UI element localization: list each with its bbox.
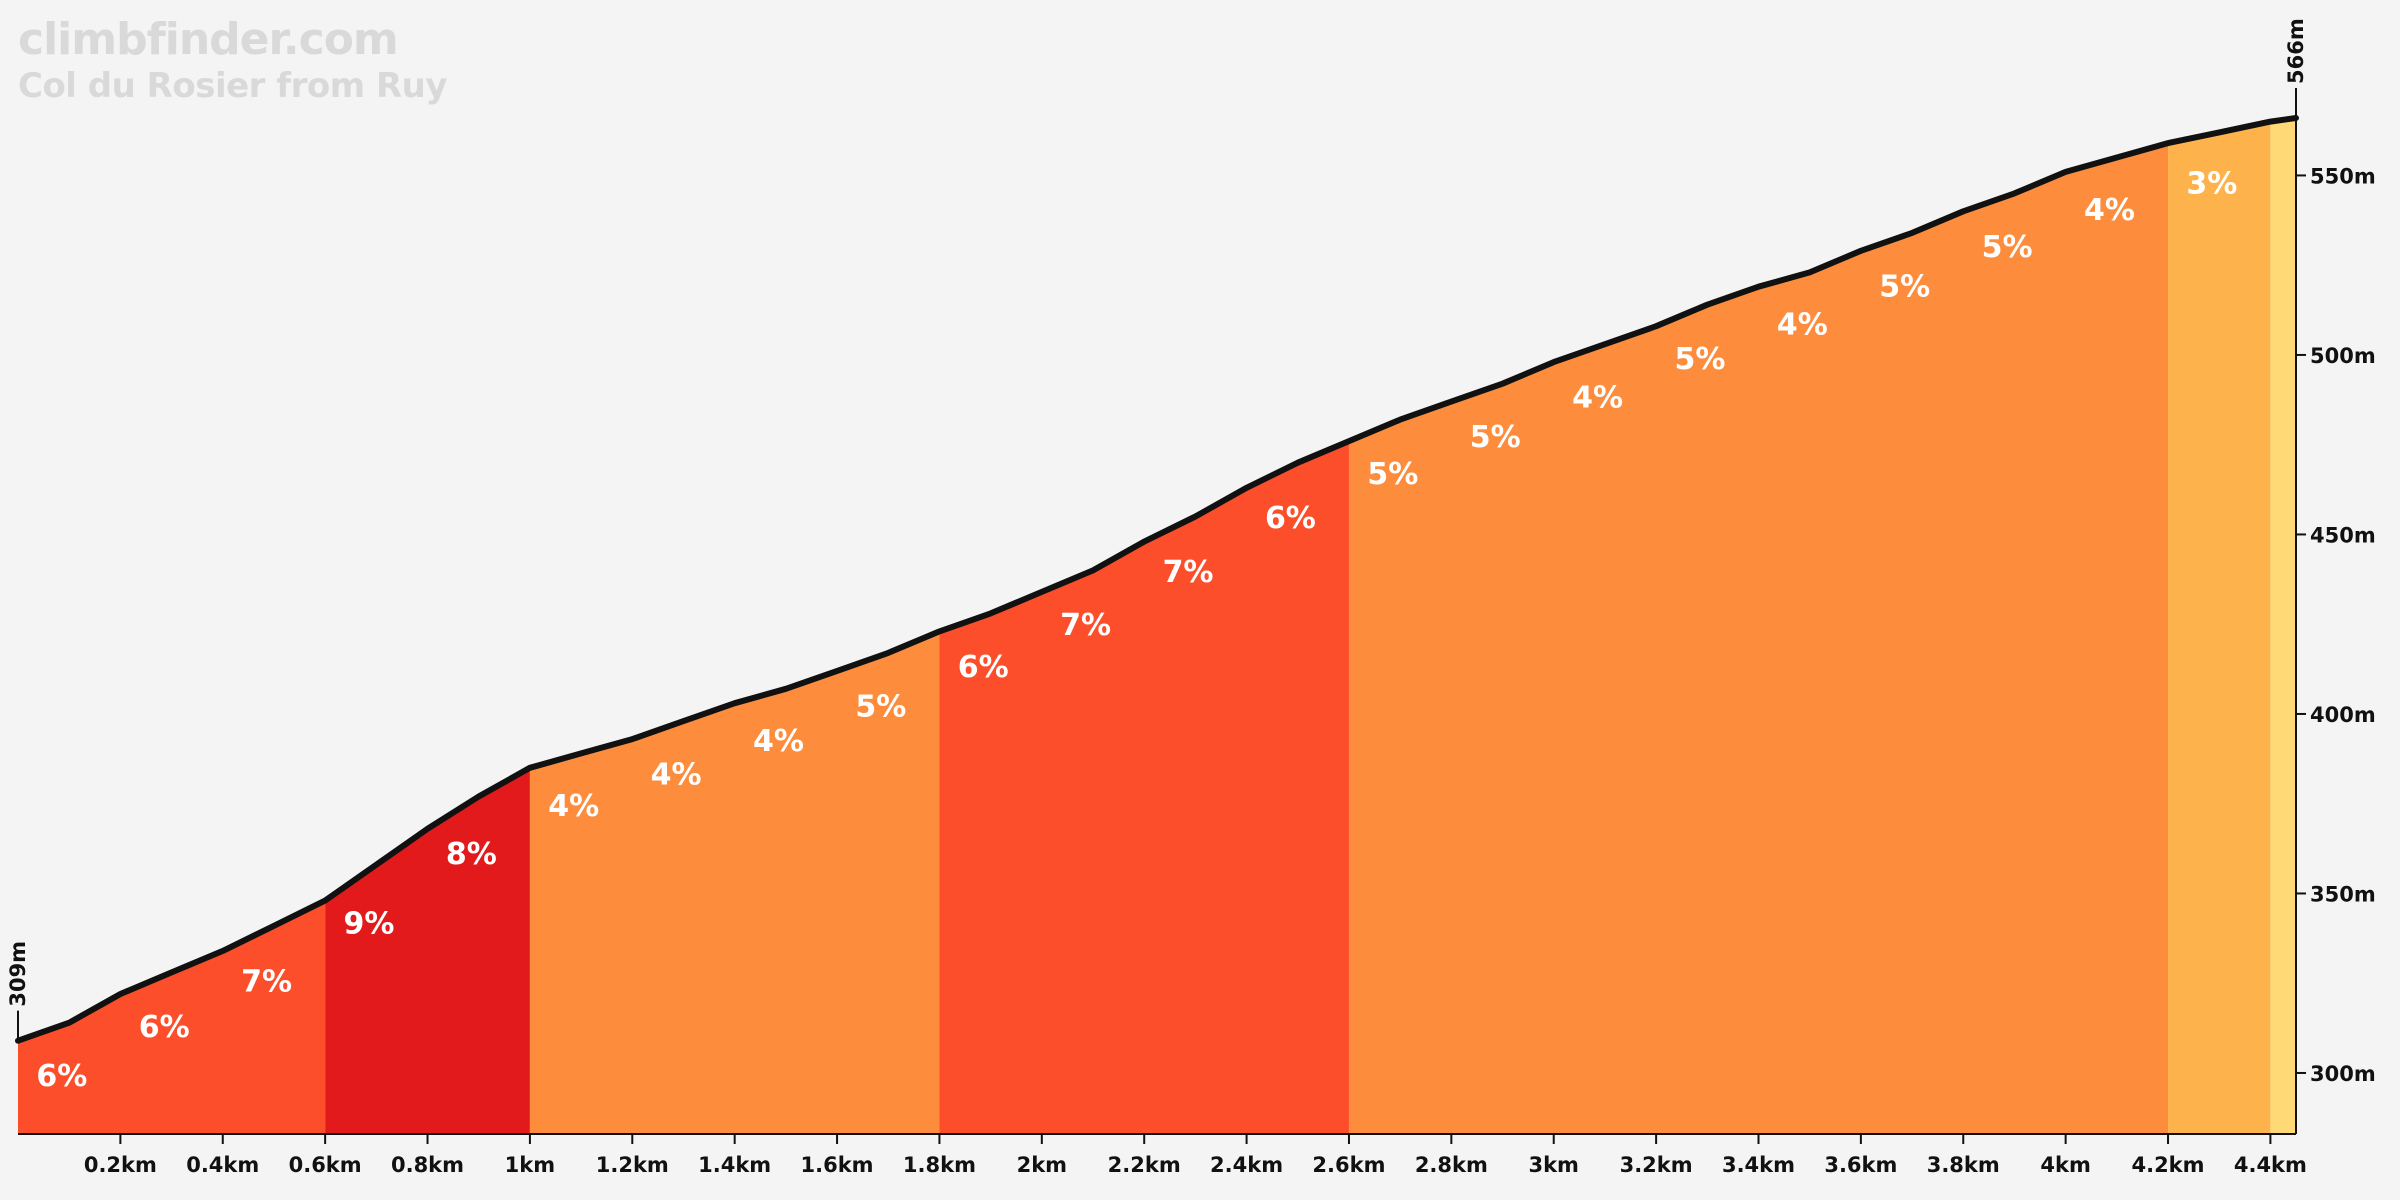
gradient-label: 4% [651, 758, 702, 793]
gradient-segment [1348, 118, 2169, 1134]
y-tick-label: 450m [2310, 523, 2376, 547]
x-tick-label: 0.4km [186, 1153, 259, 1177]
x-tick-label: 0.6km [289, 1153, 362, 1177]
x-tick-label: 4.2km [2131, 1153, 2204, 1177]
gradient-label: 6% [36, 1059, 87, 1094]
gradient-label: 6% [139, 1010, 190, 1045]
x-tick-label: 1.6km [801, 1153, 874, 1177]
x-tick-label: 2.2km [1108, 1153, 1181, 1177]
gradient-label: 4% [548, 789, 599, 824]
gradient-label: 9% [344, 907, 395, 942]
gradient-label: 4% [753, 724, 804, 759]
y-tick-label: 500m [2310, 344, 2376, 368]
gradient-segment [529, 118, 940, 1134]
x-tick-label: 3.6km [1824, 1153, 1897, 1177]
gradient-label: 4% [1572, 381, 1623, 416]
x-tick-label: 1.4km [698, 1153, 771, 1177]
gradient-segment [939, 118, 1349, 1134]
x-tick-label: 2km [1017, 1153, 1067, 1177]
end-elevation-label: 566m [2284, 18, 2308, 84]
climb-title: Col du Rosier from Ruy [18, 66, 448, 106]
gradient-label: 8% [446, 837, 497, 872]
gradient-label: 6% [1265, 501, 1316, 536]
x-tick-label: 3.4km [1722, 1153, 1795, 1177]
gradient-label: 5% [1367, 457, 1418, 492]
x-tick-label: 2.6km [1312, 1153, 1385, 1177]
gradient-label: 5% [1879, 269, 1930, 304]
gradient-label: 7% [241, 964, 292, 999]
start-elevation-label: 309m [6, 941, 30, 1007]
gradient-label: 4% [2084, 193, 2135, 228]
x-tick-label: 0.8km [391, 1153, 464, 1177]
gradient-segment [2270, 118, 2296, 1134]
gradient-label: 5% [1674, 342, 1725, 377]
gradient-label: 3% [2186, 167, 2237, 202]
gradient-label: 5% [1470, 420, 1521, 455]
y-tick-label: 400m [2310, 703, 2376, 727]
gradient-segment [325, 118, 530, 1134]
site-logo-text: climbfinder.com [18, 14, 399, 65]
y-tick-label: 350m [2310, 882, 2376, 906]
gradient-segments [18, 118, 2296, 1134]
x-tick-label: 1.8km [903, 1153, 976, 1177]
x-tick-label: 3.8km [1927, 1153, 2000, 1177]
x-tick-label: 0.2km [84, 1153, 157, 1177]
gradient-label: 6% [958, 650, 1009, 685]
x-tick-label: 3.2km [1620, 1153, 1693, 1177]
gradient-label: 4% [1777, 308, 1828, 343]
gradient-label: 7% [1163, 555, 1214, 590]
gradient-label: 5% [1982, 230, 2033, 265]
x-tick-label: 1.2km [596, 1153, 669, 1177]
gradient-label: 5% [855, 689, 906, 724]
x-tick-label: 1km [505, 1153, 555, 1177]
profile-line [15, 115, 2299, 1044]
gradient-labels: 6% 6% 7% 9% 8% 4% 4% 4% 5% 6% 7% 7% 6% 5% 5% 4% 5% 4% 5% 5%… [36, 167, 2237, 1095]
gradient-segment [2168, 118, 2271, 1134]
x-tick-label: 2.8km [1415, 1153, 1488, 1177]
gradient-label: 7% [1060, 608, 1111, 643]
y-axis: 300m 350m 400m 450m 500m 550m [2296, 164, 2376, 1086]
endpoint-markers: 309m 566m [6, 18, 2308, 1041]
x-tick-label: 4km [2040, 1153, 2090, 1177]
x-tick-label: 3km [1528, 1153, 1578, 1177]
x-axis: 0.2km 0.4km 0.6km 0.8km 1km 1.2km 1.4km 1.6km 1.… [84, 1134, 2307, 1177]
x-tick-label: 2.4km [1210, 1153, 1283, 1177]
x-tick-label: 4.4km [2234, 1153, 2307, 1177]
y-tick-label: 550m [2310, 164, 2376, 188]
y-tick-label: 300m [2310, 1062, 2376, 1086]
